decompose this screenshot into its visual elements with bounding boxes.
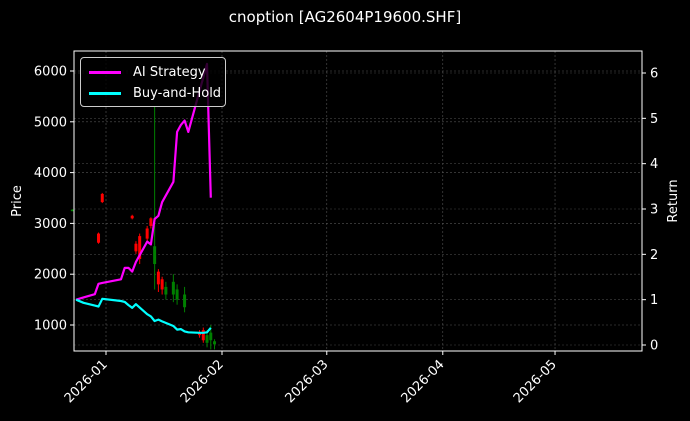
y2-tick-label: 3	[650, 203, 658, 218]
series-line	[75, 62, 212, 301]
y2-tick-label: 2	[650, 248, 658, 263]
x-tick-label: 2026-04	[399, 357, 448, 406]
legend-swatch-cyan	[89, 91, 121, 95]
legend-swatch-magenta	[89, 70, 121, 74]
y-tick-label: 1000	[34, 319, 67, 334]
y-tick-label: 4000	[34, 166, 67, 181]
y2-tick-label: 4	[650, 157, 658, 172]
x-tick-label: 2026-03	[283, 357, 332, 406]
legend: AI Strategy Buy-and-Hold	[80, 57, 226, 107]
y-tick-label: 5000	[34, 115, 67, 130]
y-tick-label: 6000	[34, 65, 67, 80]
y2-tick-label: 0	[650, 339, 658, 354]
legend-label: AI Strategy	[133, 64, 206, 80]
y2-axis-label: Return	[666, 179, 681, 222]
series-line	[75, 297, 212, 334]
x-tick-label: 2026-01	[62, 357, 111, 406]
legend-item-ai-strategy: AI Strategy	[89, 62, 206, 82]
y2-tick-label: 1	[650, 293, 658, 308]
plot-frame	[73, 50, 643, 352]
x-tick-label: 2026-02	[178, 357, 227, 406]
grid-lines	[74, 51, 642, 351]
x-tick-label: 2026-05	[511, 357, 560, 406]
legend-label: Buy-and-Hold	[133, 85, 222, 101]
candlestick-series	[70, 106, 217, 350]
y-tick-label: 3000	[34, 217, 67, 232]
chart-title: cnoption [AG2604P19600.SHF]	[228, 8, 462, 26]
y-axis-label: Price	[10, 185, 25, 217]
y-axis-left: 1000 2000 3000 4000 5000 6000	[34, 65, 74, 334]
line-series	[75, 62, 212, 334]
y-axis-right: 0 1 2 3 4 5 6	[642, 67, 658, 354]
x-axis: 2026-01 2026-02 2026-03 2026-04 2026-05	[62, 351, 560, 406]
legend-item-buy-and-hold: Buy-and-Hold	[89, 83, 221, 103]
y-tick-label: 2000	[34, 268, 67, 283]
y2-tick-label: 6	[650, 67, 658, 82]
y2-tick-label: 5	[650, 112, 658, 127]
